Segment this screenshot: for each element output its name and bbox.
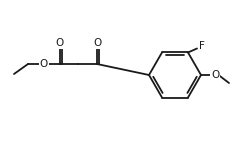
Text: F: F [198,41,204,51]
Text: O: O [40,59,48,69]
Text: O: O [56,38,64,48]
Text: O: O [211,70,219,80]
Text: O: O [93,38,101,48]
